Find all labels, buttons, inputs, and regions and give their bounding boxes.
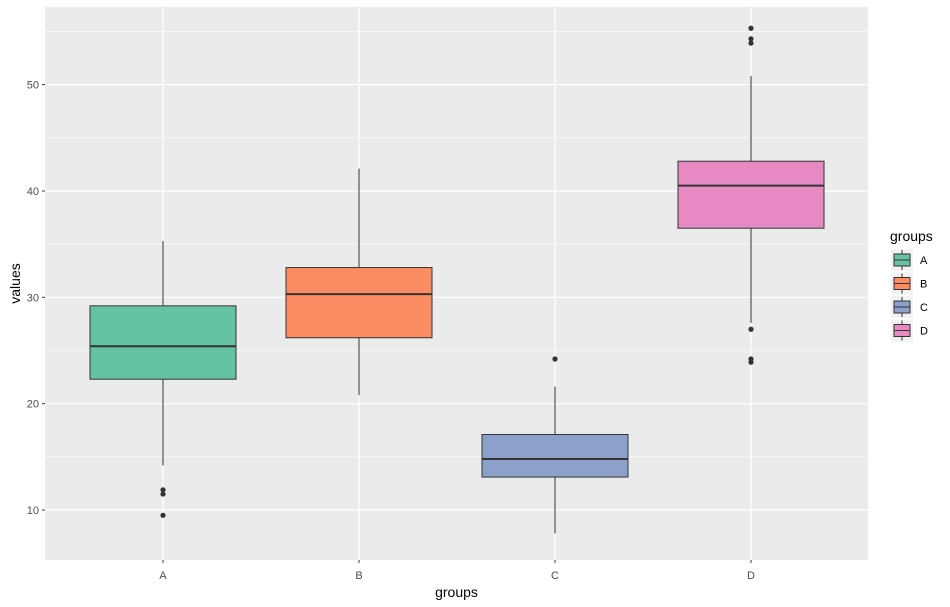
legend-label: B xyxy=(920,279,927,291)
legend-item-b: B xyxy=(891,272,927,295)
y-tick-label: 20 xyxy=(27,399,39,411)
y-tick-label: 40 xyxy=(27,186,39,198)
legend-label: D xyxy=(920,326,928,338)
x-axis-ticks: A B C D xyxy=(159,560,755,582)
legend-label: A xyxy=(920,255,928,267)
legend-item-a: A xyxy=(891,249,928,271)
outlier-point xyxy=(748,359,754,365)
box-iqr xyxy=(89,305,237,380)
y-axis-ticks: 10 20 30 40 50 xyxy=(27,80,45,517)
outlier-point xyxy=(160,487,166,493)
box-group-d xyxy=(677,25,825,365)
y-tick-label: 50 xyxy=(27,80,39,92)
outlier-point xyxy=(552,356,558,362)
y-tick-label: 30 xyxy=(27,292,39,304)
x-tick-label: C xyxy=(551,570,559,582)
y-axis-title: values xyxy=(7,263,23,303)
x-tick-label: D xyxy=(747,570,755,582)
boxes-layer xyxy=(89,25,825,534)
box-group-b xyxy=(285,168,433,396)
outlier-point xyxy=(748,25,754,31)
box-iqr xyxy=(677,160,825,229)
x-tick-label: A xyxy=(159,570,167,582)
outlier-point xyxy=(748,326,754,332)
box-group-a xyxy=(89,240,237,518)
plot-panel xyxy=(45,7,868,560)
legend-title: groups xyxy=(890,228,933,244)
legend-label: C xyxy=(920,302,928,314)
x-axis-title: groups xyxy=(435,584,478,600)
y-tick-label: 10 xyxy=(27,505,39,517)
box-iqr xyxy=(481,434,629,478)
outlier-point xyxy=(748,36,754,42)
box-group-c xyxy=(481,356,629,534)
x-tick-label: B xyxy=(355,570,362,582)
outlier-point xyxy=(160,491,166,497)
outlier-point xyxy=(748,40,754,46)
legend-item-c: C xyxy=(891,296,928,318)
box-iqr xyxy=(285,267,433,339)
legend-item-d: D xyxy=(891,319,928,342)
outlier-point xyxy=(160,512,166,518)
